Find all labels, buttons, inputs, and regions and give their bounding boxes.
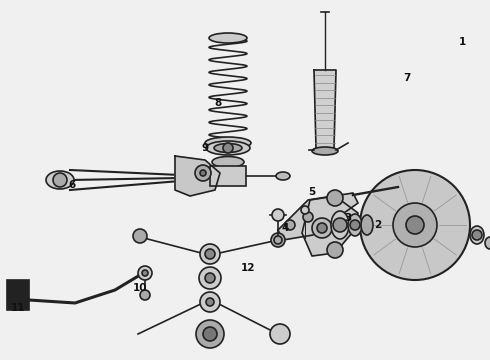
Ellipse shape bbox=[331, 211, 349, 239]
Ellipse shape bbox=[485, 237, 490, 249]
Circle shape bbox=[393, 203, 437, 247]
Ellipse shape bbox=[214, 144, 242, 153]
Text: 6: 6 bbox=[69, 180, 75, 190]
FancyBboxPatch shape bbox=[7, 280, 29, 310]
Circle shape bbox=[271, 233, 285, 247]
Circle shape bbox=[199, 267, 221, 289]
Circle shape bbox=[205, 273, 215, 283]
Circle shape bbox=[140, 290, 150, 300]
Polygon shape bbox=[302, 196, 358, 256]
Circle shape bbox=[274, 236, 282, 244]
Circle shape bbox=[333, 218, 347, 232]
Circle shape bbox=[142, 270, 148, 276]
Circle shape bbox=[205, 249, 215, 259]
Text: 3: 3 bbox=[344, 213, 352, 223]
Ellipse shape bbox=[46, 171, 74, 189]
Ellipse shape bbox=[209, 33, 247, 43]
Text: 12: 12 bbox=[241, 263, 255, 273]
Text: 8: 8 bbox=[215, 98, 221, 108]
Circle shape bbox=[206, 298, 214, 306]
Circle shape bbox=[133, 229, 147, 243]
FancyBboxPatch shape bbox=[210, 166, 246, 186]
Circle shape bbox=[200, 170, 206, 176]
Text: 10: 10 bbox=[133, 283, 147, 293]
Text: 11: 11 bbox=[11, 303, 25, 313]
Circle shape bbox=[327, 190, 343, 206]
Circle shape bbox=[272, 209, 284, 221]
Ellipse shape bbox=[312, 147, 338, 155]
Circle shape bbox=[138, 266, 152, 280]
Text: 1: 1 bbox=[458, 37, 466, 47]
Circle shape bbox=[285, 220, 295, 230]
Circle shape bbox=[200, 292, 220, 312]
Text: 7: 7 bbox=[403, 73, 411, 83]
Circle shape bbox=[200, 244, 220, 264]
Circle shape bbox=[317, 223, 327, 233]
Circle shape bbox=[53, 173, 67, 187]
Ellipse shape bbox=[205, 137, 251, 149]
Circle shape bbox=[327, 242, 343, 258]
Circle shape bbox=[360, 170, 470, 280]
Polygon shape bbox=[278, 193, 358, 240]
Text: 4: 4 bbox=[281, 223, 289, 233]
Ellipse shape bbox=[470, 226, 484, 244]
Circle shape bbox=[196, 320, 224, 348]
Circle shape bbox=[270, 324, 290, 344]
Circle shape bbox=[406, 216, 424, 234]
Ellipse shape bbox=[206, 141, 250, 155]
Text: 2: 2 bbox=[374, 220, 382, 230]
Ellipse shape bbox=[276, 172, 290, 180]
Ellipse shape bbox=[348, 214, 362, 236]
Ellipse shape bbox=[212, 157, 244, 167]
Circle shape bbox=[203, 327, 217, 341]
Ellipse shape bbox=[361, 215, 373, 235]
Polygon shape bbox=[314, 70, 336, 148]
Circle shape bbox=[301, 206, 309, 214]
Circle shape bbox=[195, 165, 211, 181]
Circle shape bbox=[223, 143, 233, 153]
Text: 5: 5 bbox=[308, 187, 316, 197]
Circle shape bbox=[312, 218, 332, 238]
Circle shape bbox=[303, 212, 313, 222]
Circle shape bbox=[472, 230, 482, 240]
Text: 9: 9 bbox=[201, 143, 209, 153]
Circle shape bbox=[350, 220, 360, 230]
Polygon shape bbox=[175, 156, 220, 196]
